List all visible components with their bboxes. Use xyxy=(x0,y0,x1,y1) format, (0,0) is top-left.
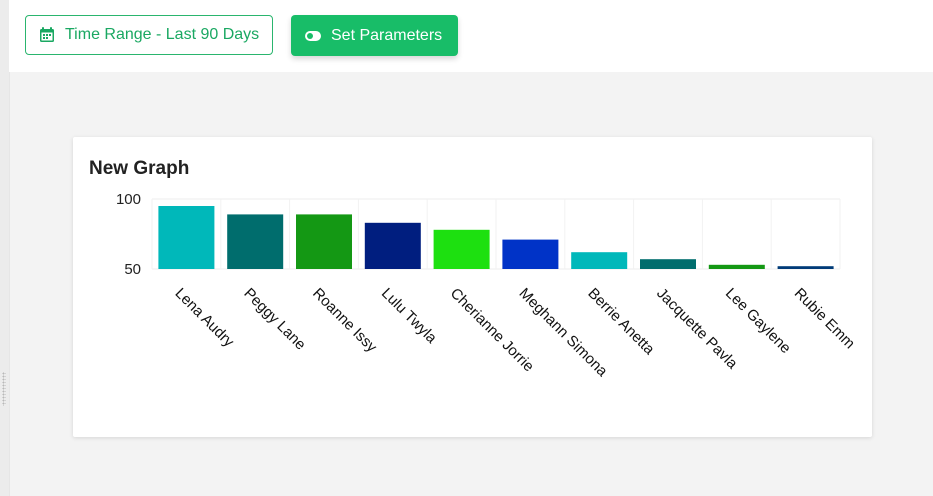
graph-card: New Graph 50 100 Lena Audry Peggy Lane Roann… xyxy=(73,137,872,437)
bar xyxy=(502,239,559,269)
time-range-label: Time Range - Last 90 Days xyxy=(65,26,260,43)
bar xyxy=(296,214,352,269)
calendar-icon xyxy=(38,26,56,44)
bar xyxy=(571,252,628,269)
x-tick-label: Rubie Emm xyxy=(791,285,858,352)
x-tick-label: Lena Audry xyxy=(172,285,238,351)
x-tick-label: Lee Gaylene xyxy=(722,285,794,357)
y-tick-label: 50 xyxy=(124,261,141,278)
set-parameters-label: Set Parameters xyxy=(331,26,443,44)
bar xyxy=(433,229,490,269)
toolbar: Time Range - Last 90 Days Set Parameters xyxy=(9,0,933,72)
bar xyxy=(777,266,834,269)
bar xyxy=(708,264,765,269)
bar-chart: 50 100 Lena Audry Peggy Lane Roanne IssyLulu… xyxy=(116,191,858,380)
y-tick-label: 100 xyxy=(116,191,141,208)
x-tick-label: Lulu Twyla xyxy=(378,285,440,347)
bar xyxy=(227,214,284,269)
x-tick-label: Peggy Lane xyxy=(240,285,309,354)
x-tick-label: Berrie Anetta xyxy=(584,285,658,359)
resize-grip-icon[interactable] xyxy=(2,372,6,406)
left-rail xyxy=(0,0,10,496)
bar xyxy=(364,222,421,269)
graph-title: New Graph xyxy=(89,158,190,179)
toggle-icon xyxy=(304,27,322,45)
time-range-button[interactable]: Time Range - Last 90 Days xyxy=(25,15,273,55)
set-parameters-button[interactable]: Set Parameters xyxy=(291,15,458,56)
x-tick-label: Roanne Issy xyxy=(309,285,380,356)
bar xyxy=(640,259,696,269)
bar xyxy=(158,206,215,269)
